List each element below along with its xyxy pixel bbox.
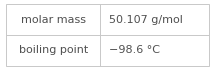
Bar	[6, 4, 209, 66]
Text: boiling point: boiling point	[19, 45, 88, 55]
Text: molar mass: molar mass	[21, 15, 86, 25]
Text: 50.107 g/mol: 50.107 g/mol	[109, 15, 183, 25]
Text: −98.6 °C: −98.6 °C	[109, 45, 160, 55]
